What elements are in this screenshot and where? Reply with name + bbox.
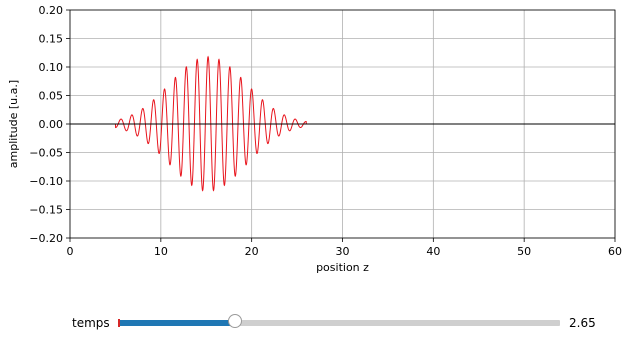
time-slider[interactable]: temps 2.65 — [0, 308, 622, 338]
x-tick-label: 50 — [517, 245, 531, 258]
y-tick-label: 0.00 — [39, 118, 64, 131]
x-tick-label: 10 — [154, 245, 168, 258]
y-tick-label: 0.15 — [39, 33, 64, 46]
x-axis-label: position z — [316, 261, 369, 274]
slider-value: 2.65 — [569, 316, 596, 330]
slider-track[interactable] — [118, 314, 560, 328]
plot-frame — [69, 9, 616, 239]
y-tick-label: 0.05 — [39, 90, 64, 103]
y-tick-label: −0.15 — [29, 204, 63, 217]
slider-label: temps — [72, 316, 110, 330]
slider-initial-marker — [118, 319, 120, 327]
y-tick-label: 0.20 — [39, 4, 64, 17]
x-tick-label: 40 — [426, 245, 440, 258]
x-tick-label: 20 — [245, 245, 259, 258]
slider-fill — [118, 320, 236, 326]
y-tick-label: −0.20 — [29, 232, 63, 245]
y-tick-label: −0.05 — [29, 147, 63, 160]
y-tick-label: 0.10 — [39, 61, 64, 74]
x-tick-label: 30 — [336, 245, 350, 258]
chart: 0.20 0.15 0.10 0.05 0.00 −0.05 −0.10 −0.15 −0.20… — [7, 4, 622, 274]
x-tick-label: 0 — [67, 245, 74, 258]
x-tick-label: 60 — [608, 245, 622, 258]
y-axis-label: amplitude [u.a.] — [7, 80, 20, 168]
slider-handle[interactable] — [228, 314, 243, 328]
y-tick-label: −0.10 — [29, 175, 63, 188]
